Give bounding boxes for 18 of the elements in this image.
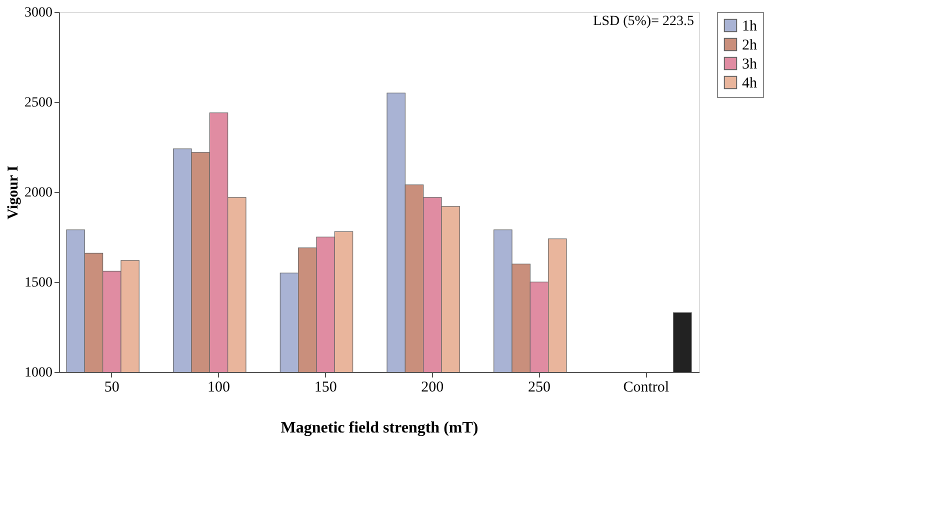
x-tick-label: 100 — [207, 380, 230, 396]
y-tick-label: 2000 — [24, 186, 52, 200]
y-tick-label: 3000 — [24, 6, 52, 20]
x-tick-label: Control — [623, 380, 670, 396]
x-tick-label: 150 — [314, 380, 337, 396]
x-tick-label: 200 — [421, 380, 444, 396]
legend-label: 2h — [742, 38, 758, 54]
x-axis-title: Magnetic field strength (mT) — [280, 420, 478, 436]
x-tick-label: 250 — [528, 380, 551, 396]
y-axis-title: Vigour I — [6, 165, 22, 220]
legend-label: 4h — [742, 76, 758, 92]
x-tick-label: 50 — [104, 380, 120, 396]
y-tick-label: 2500 — [24, 96, 52, 110]
legend-label: 3h — [742, 56, 758, 72]
legend-label: 1h — [742, 18, 758, 34]
y-tick-label: 1000 — [24, 366, 52, 380]
y-tick-label: 1500 — [24, 276, 52, 290]
annotation: LSD (5%)= 223.5 — [593, 14, 694, 29]
